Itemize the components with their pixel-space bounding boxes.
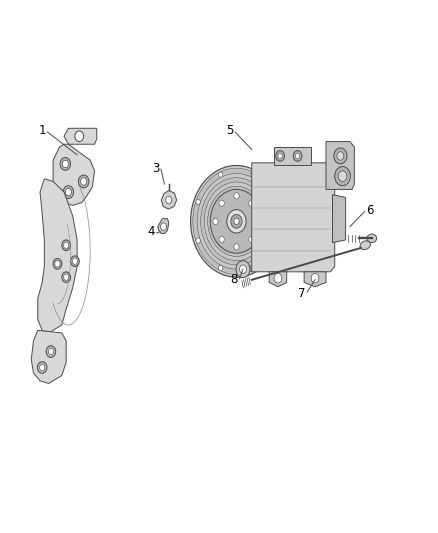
Circle shape xyxy=(219,172,223,177)
Circle shape xyxy=(250,265,254,271)
Polygon shape xyxy=(304,272,326,287)
Circle shape xyxy=(227,209,246,233)
Circle shape xyxy=(272,238,277,243)
Circle shape xyxy=(196,199,200,205)
Circle shape xyxy=(293,151,302,161)
Circle shape xyxy=(37,362,47,373)
Polygon shape xyxy=(252,163,335,272)
Circle shape xyxy=(278,154,283,159)
Circle shape xyxy=(197,173,276,269)
Circle shape xyxy=(272,199,277,205)
Polygon shape xyxy=(31,330,66,383)
Circle shape xyxy=(72,258,78,264)
Circle shape xyxy=(64,242,69,248)
Circle shape xyxy=(234,192,239,199)
Text: 1: 1 xyxy=(39,124,46,138)
Text: 7: 7 xyxy=(298,287,306,300)
Polygon shape xyxy=(274,147,311,165)
Polygon shape xyxy=(161,190,177,209)
Circle shape xyxy=(234,244,239,250)
Text: 6: 6 xyxy=(366,204,373,217)
Circle shape xyxy=(240,265,247,273)
Circle shape xyxy=(39,365,45,370)
Circle shape xyxy=(62,240,71,251)
Circle shape xyxy=(338,171,347,181)
Circle shape xyxy=(160,223,166,230)
Circle shape xyxy=(166,196,172,204)
Polygon shape xyxy=(64,128,97,144)
Circle shape xyxy=(249,200,254,206)
Ellipse shape xyxy=(360,241,371,249)
Circle shape xyxy=(337,152,344,160)
Ellipse shape xyxy=(367,234,377,243)
Text: 4: 4 xyxy=(148,225,155,238)
Circle shape xyxy=(81,177,87,185)
Circle shape xyxy=(53,259,62,269)
Circle shape xyxy=(236,261,250,278)
Text: 5: 5 xyxy=(226,124,233,138)
Circle shape xyxy=(255,218,260,224)
Text: 8: 8 xyxy=(230,273,238,286)
Circle shape xyxy=(65,188,71,196)
Circle shape xyxy=(64,274,69,280)
Circle shape xyxy=(55,261,60,267)
Circle shape xyxy=(231,214,242,228)
Text: 3: 3 xyxy=(152,161,159,175)
Circle shape xyxy=(71,256,79,266)
Polygon shape xyxy=(38,179,77,333)
Circle shape xyxy=(62,272,71,282)
Circle shape xyxy=(48,349,53,355)
Polygon shape xyxy=(53,144,95,205)
Circle shape xyxy=(335,166,350,185)
Circle shape xyxy=(219,265,223,271)
Circle shape xyxy=(208,186,265,256)
Circle shape xyxy=(219,236,224,243)
Polygon shape xyxy=(269,272,287,287)
Circle shape xyxy=(210,189,263,253)
Circle shape xyxy=(75,131,84,142)
Polygon shape xyxy=(158,219,169,233)
Circle shape xyxy=(193,168,280,274)
Circle shape xyxy=(201,177,272,265)
Circle shape xyxy=(311,273,319,283)
Circle shape xyxy=(46,346,56,358)
Circle shape xyxy=(196,238,200,243)
Circle shape xyxy=(334,148,347,164)
Circle shape xyxy=(191,165,283,277)
Circle shape xyxy=(274,273,282,283)
Circle shape xyxy=(63,185,74,198)
Circle shape xyxy=(250,172,254,177)
Circle shape xyxy=(60,158,71,170)
Polygon shape xyxy=(332,195,346,243)
Circle shape xyxy=(62,160,68,167)
Circle shape xyxy=(219,200,224,206)
Circle shape xyxy=(204,182,269,261)
Circle shape xyxy=(234,218,239,224)
Circle shape xyxy=(276,151,285,161)
Circle shape xyxy=(295,154,300,159)
Circle shape xyxy=(78,175,89,188)
Circle shape xyxy=(249,236,254,243)
Polygon shape xyxy=(326,142,354,189)
Circle shape xyxy=(213,218,218,224)
